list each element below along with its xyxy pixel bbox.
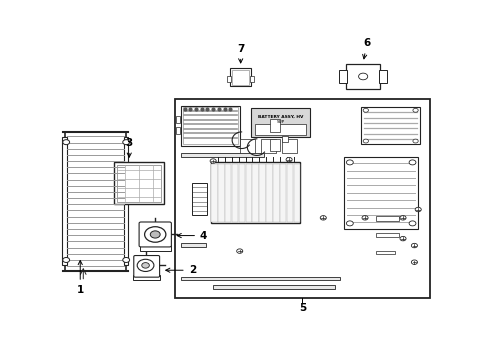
Circle shape bbox=[210, 159, 216, 163]
Bar bbox=[281, 139, 297, 153]
Circle shape bbox=[123, 140, 130, 145]
FancyBboxPatch shape bbox=[134, 256, 160, 277]
Circle shape bbox=[286, 157, 292, 162]
Circle shape bbox=[415, 207, 421, 212]
Circle shape bbox=[346, 160, 353, 165]
Bar bbox=[339, 69, 347, 84]
Bar bbox=[376, 233, 399, 237]
Bar bbox=[133, 275, 160, 280]
Text: 5: 5 bbox=[299, 303, 306, 313]
Bar bbox=[213, 285, 335, 288]
Bar bbox=[379, 69, 387, 84]
Circle shape bbox=[137, 259, 154, 271]
Text: 4: 4 bbox=[177, 230, 207, 240]
Bar bbox=[251, 108, 310, 138]
Bar bbox=[183, 107, 238, 144]
Bar bbox=[261, 139, 276, 153]
Bar bbox=[344, 157, 418, 229]
Bar bbox=[192, 183, 207, 215]
Bar bbox=[239, 164, 245, 222]
Bar bbox=[361, 107, 420, 144]
Bar bbox=[181, 105, 240, 146]
Bar bbox=[240, 139, 255, 153]
Circle shape bbox=[346, 221, 353, 226]
Bar bbox=[65, 132, 126, 270]
Circle shape bbox=[63, 140, 70, 145]
Bar bbox=[181, 243, 206, 247]
Circle shape bbox=[123, 257, 130, 262]
Bar bbox=[124, 138, 128, 265]
Circle shape bbox=[363, 108, 368, 112]
Bar bbox=[376, 251, 395, 254]
Bar bbox=[211, 164, 218, 222]
Bar bbox=[62, 138, 67, 265]
Text: BATTERY ASSY, HV: BATTERY ASSY, HV bbox=[258, 114, 303, 118]
Circle shape bbox=[412, 243, 417, 248]
Bar bbox=[287, 164, 293, 222]
Bar bbox=[266, 164, 272, 222]
Bar bbox=[118, 165, 161, 202]
Text: 2: 2 bbox=[166, 265, 196, 275]
Bar bbox=[376, 216, 399, 221]
Text: 6: 6 bbox=[363, 38, 370, 59]
Circle shape bbox=[142, 262, 149, 268]
Bar bbox=[273, 164, 279, 222]
Bar bbox=[245, 164, 252, 222]
Text: 1: 1 bbox=[76, 261, 84, 295]
Circle shape bbox=[409, 160, 416, 165]
Bar bbox=[115, 162, 164, 204]
Bar bbox=[250, 76, 254, 82]
Circle shape bbox=[237, 249, 243, 253]
FancyBboxPatch shape bbox=[139, 222, 172, 247]
Bar bbox=[259, 164, 266, 222]
Text: 3: 3 bbox=[125, 138, 133, 157]
Bar bbox=[232, 69, 249, 85]
Circle shape bbox=[412, 260, 417, 264]
Circle shape bbox=[400, 216, 406, 220]
Bar bbox=[281, 136, 288, 141]
Circle shape bbox=[400, 237, 406, 241]
Circle shape bbox=[320, 216, 326, 220]
Bar bbox=[225, 164, 231, 222]
Bar bbox=[270, 139, 280, 151]
Circle shape bbox=[150, 231, 160, 238]
Circle shape bbox=[409, 221, 416, 226]
Bar bbox=[270, 120, 280, 132]
Bar bbox=[230, 68, 251, 86]
Bar bbox=[176, 116, 180, 123]
Bar bbox=[255, 123, 306, 135]
Bar bbox=[232, 164, 238, 222]
Circle shape bbox=[362, 216, 368, 220]
Bar bbox=[227, 76, 231, 82]
Circle shape bbox=[363, 139, 368, 143]
Circle shape bbox=[145, 227, 166, 242]
Bar bbox=[346, 64, 380, 89]
Text: 7: 7 bbox=[237, 44, 245, 63]
Bar bbox=[181, 276, 341, 280]
Circle shape bbox=[413, 139, 418, 143]
Bar bbox=[140, 245, 171, 251]
Bar bbox=[211, 162, 300, 223]
Bar bbox=[175, 99, 430, 298]
Circle shape bbox=[63, 257, 70, 262]
Text: SUP: SUP bbox=[276, 120, 285, 124]
Bar bbox=[218, 164, 224, 222]
Circle shape bbox=[413, 108, 418, 112]
Bar bbox=[181, 153, 265, 157]
Bar bbox=[280, 164, 286, 222]
Bar bbox=[252, 164, 259, 222]
Bar bbox=[176, 127, 180, 134]
Bar bbox=[294, 164, 300, 222]
Circle shape bbox=[359, 73, 368, 80]
